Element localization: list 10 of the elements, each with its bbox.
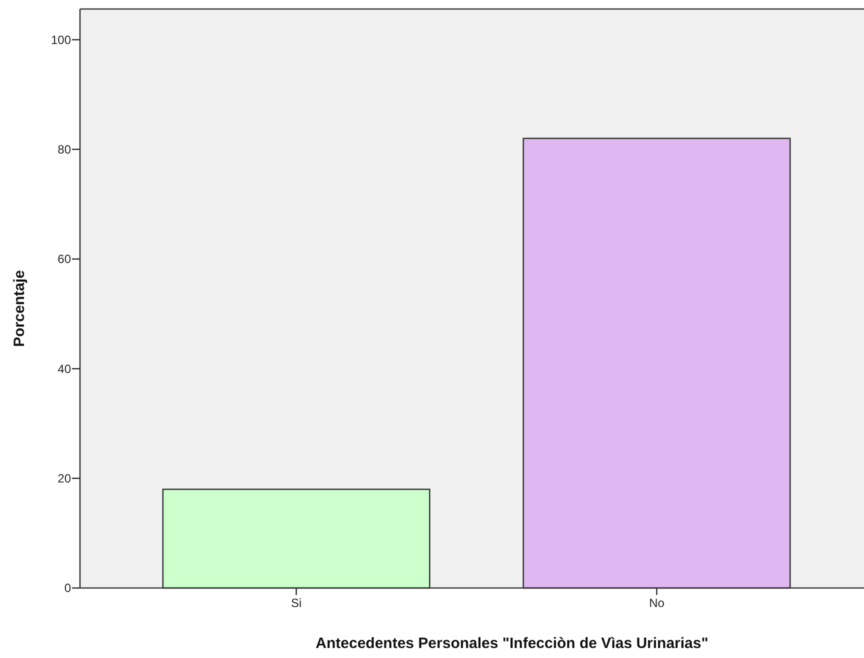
y-tick-label: 60 [58,252,72,266]
y-tick-label: 80 [58,142,72,157]
x-tick-label: Si [290,596,302,610]
y-tick-label: 100 [50,32,72,47]
y-tick-label: 40 [58,362,72,376]
y-axis-title: Porcentaje [11,270,28,347]
y-tick-label: 0 [64,581,72,596]
x-axis-title: Antecedentes Personales "Infecciòn de Vìas Urinarias" [316,635,708,652]
y-tick-label: 20 [58,472,72,486]
x-tick-label: No [649,596,665,610]
